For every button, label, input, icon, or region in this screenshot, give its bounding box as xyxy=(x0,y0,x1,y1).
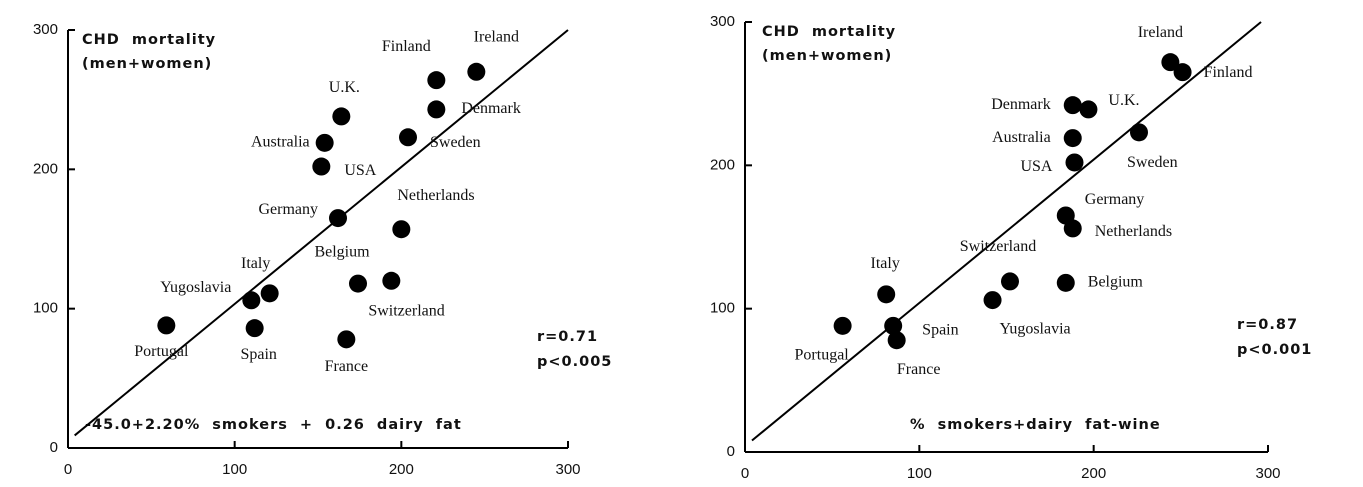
x-tick-label: 100 xyxy=(222,461,247,478)
data-point xyxy=(427,71,446,90)
point-label: Italy xyxy=(871,255,900,272)
data-point xyxy=(157,316,176,335)
data-point xyxy=(1063,219,1082,238)
point-label: Germany xyxy=(1085,191,1145,208)
data-point xyxy=(983,291,1002,310)
y-tick-label: 0 xyxy=(727,443,735,460)
annotation: p<0.005 xyxy=(537,354,612,370)
point-label: Finland xyxy=(382,38,431,55)
data-point xyxy=(329,209,347,228)
point-label: Yugoslavia xyxy=(1000,321,1071,338)
y-tick-label: 100 xyxy=(33,300,58,317)
data-point xyxy=(1063,96,1082,115)
data-point xyxy=(399,128,417,147)
data-point xyxy=(260,284,279,303)
point-label: Ireland xyxy=(1138,24,1183,41)
point-label: France xyxy=(897,361,941,378)
x-tick-label: 0 xyxy=(64,461,72,478)
point-label: Spain xyxy=(240,346,276,363)
point-label: U.K. xyxy=(329,79,360,96)
annotation: CHD mortality xyxy=(762,24,896,40)
x-tick-label: 200 xyxy=(389,461,414,478)
point-label: Switzerland xyxy=(960,238,1036,255)
annotation: r=0.87 xyxy=(1237,317,1298,333)
point-label: Switzerland xyxy=(368,302,444,319)
annotation: % smokers+dairy fat-wine xyxy=(910,417,1161,433)
data-point xyxy=(877,285,896,304)
point-label: Sweden xyxy=(430,134,481,151)
data-point xyxy=(382,271,401,290)
data-point xyxy=(315,133,334,152)
point-label: USA xyxy=(1020,158,1052,175)
y-tick-label: 0 xyxy=(50,439,58,456)
annotation: r=0.71 xyxy=(537,329,598,345)
data-point xyxy=(1065,153,1084,172)
y-tick-label: 200 xyxy=(33,160,58,177)
point-label: Netherlands xyxy=(397,187,474,204)
fit-line xyxy=(751,21,1262,442)
data-point xyxy=(1056,273,1075,292)
point-label: Portugal xyxy=(134,343,189,360)
annotation: (men+women) xyxy=(82,56,212,72)
data-point xyxy=(467,62,486,81)
annotation: p<0.001 xyxy=(1237,342,1312,358)
y-tick-label: 200 xyxy=(710,156,735,173)
point-label: Yugoslavia xyxy=(160,279,231,296)
data-point xyxy=(242,291,261,310)
data-point xyxy=(427,100,446,119)
data-point xyxy=(884,316,903,335)
point-label: Sweden xyxy=(1127,154,1178,171)
y-tick-label: 300 xyxy=(710,13,735,30)
point-label: U.K. xyxy=(1108,92,1139,109)
annotation: (men+women) xyxy=(762,48,892,64)
data-point xyxy=(312,157,331,176)
point-label: Australia xyxy=(992,129,1051,146)
data-point xyxy=(337,330,356,349)
x-tick-label: 100 xyxy=(907,465,932,482)
data-point xyxy=(887,331,906,350)
x-tick-label: 200 xyxy=(1081,465,1106,482)
point-label: Denmark xyxy=(461,100,521,117)
y-tick-label: 100 xyxy=(710,300,735,317)
data-point xyxy=(1173,63,1192,82)
annotation: CHD mortality xyxy=(82,32,216,48)
point-label: France xyxy=(325,358,369,375)
data-point xyxy=(349,274,367,293)
data-point xyxy=(392,220,411,239)
point-label: Spain xyxy=(922,322,958,339)
point-label: Australia xyxy=(251,134,310,151)
point-label: Denmark xyxy=(991,96,1051,113)
point-label: Ireland xyxy=(474,28,519,45)
data-point xyxy=(1079,100,1098,119)
x-tick-label: 300 xyxy=(555,461,580,478)
point-label: Germany xyxy=(258,201,318,218)
data-point xyxy=(245,319,264,338)
data-point xyxy=(332,107,351,126)
point-label: Netherlands xyxy=(1095,223,1172,240)
point-label: USA xyxy=(344,162,376,179)
point-label: Italy xyxy=(241,255,270,272)
x-tick-label: 0 xyxy=(741,465,749,482)
point-label: Belgium xyxy=(314,243,370,260)
data-point xyxy=(1129,123,1148,142)
data-point xyxy=(1000,272,1019,291)
data-point xyxy=(1063,129,1082,148)
point-label: Portugal xyxy=(795,347,850,364)
y-tick-label: 300 xyxy=(33,21,58,38)
data-point xyxy=(833,316,852,335)
annotation: -45.0+2.20% smokers + 0.26 dairy fat xyxy=(85,417,462,433)
x-tick-label: 300 xyxy=(1255,465,1280,482)
point-label: Finland xyxy=(1204,64,1253,81)
fit-line xyxy=(74,29,569,437)
point-label: Belgium xyxy=(1088,274,1144,291)
data-point xyxy=(1161,53,1180,72)
